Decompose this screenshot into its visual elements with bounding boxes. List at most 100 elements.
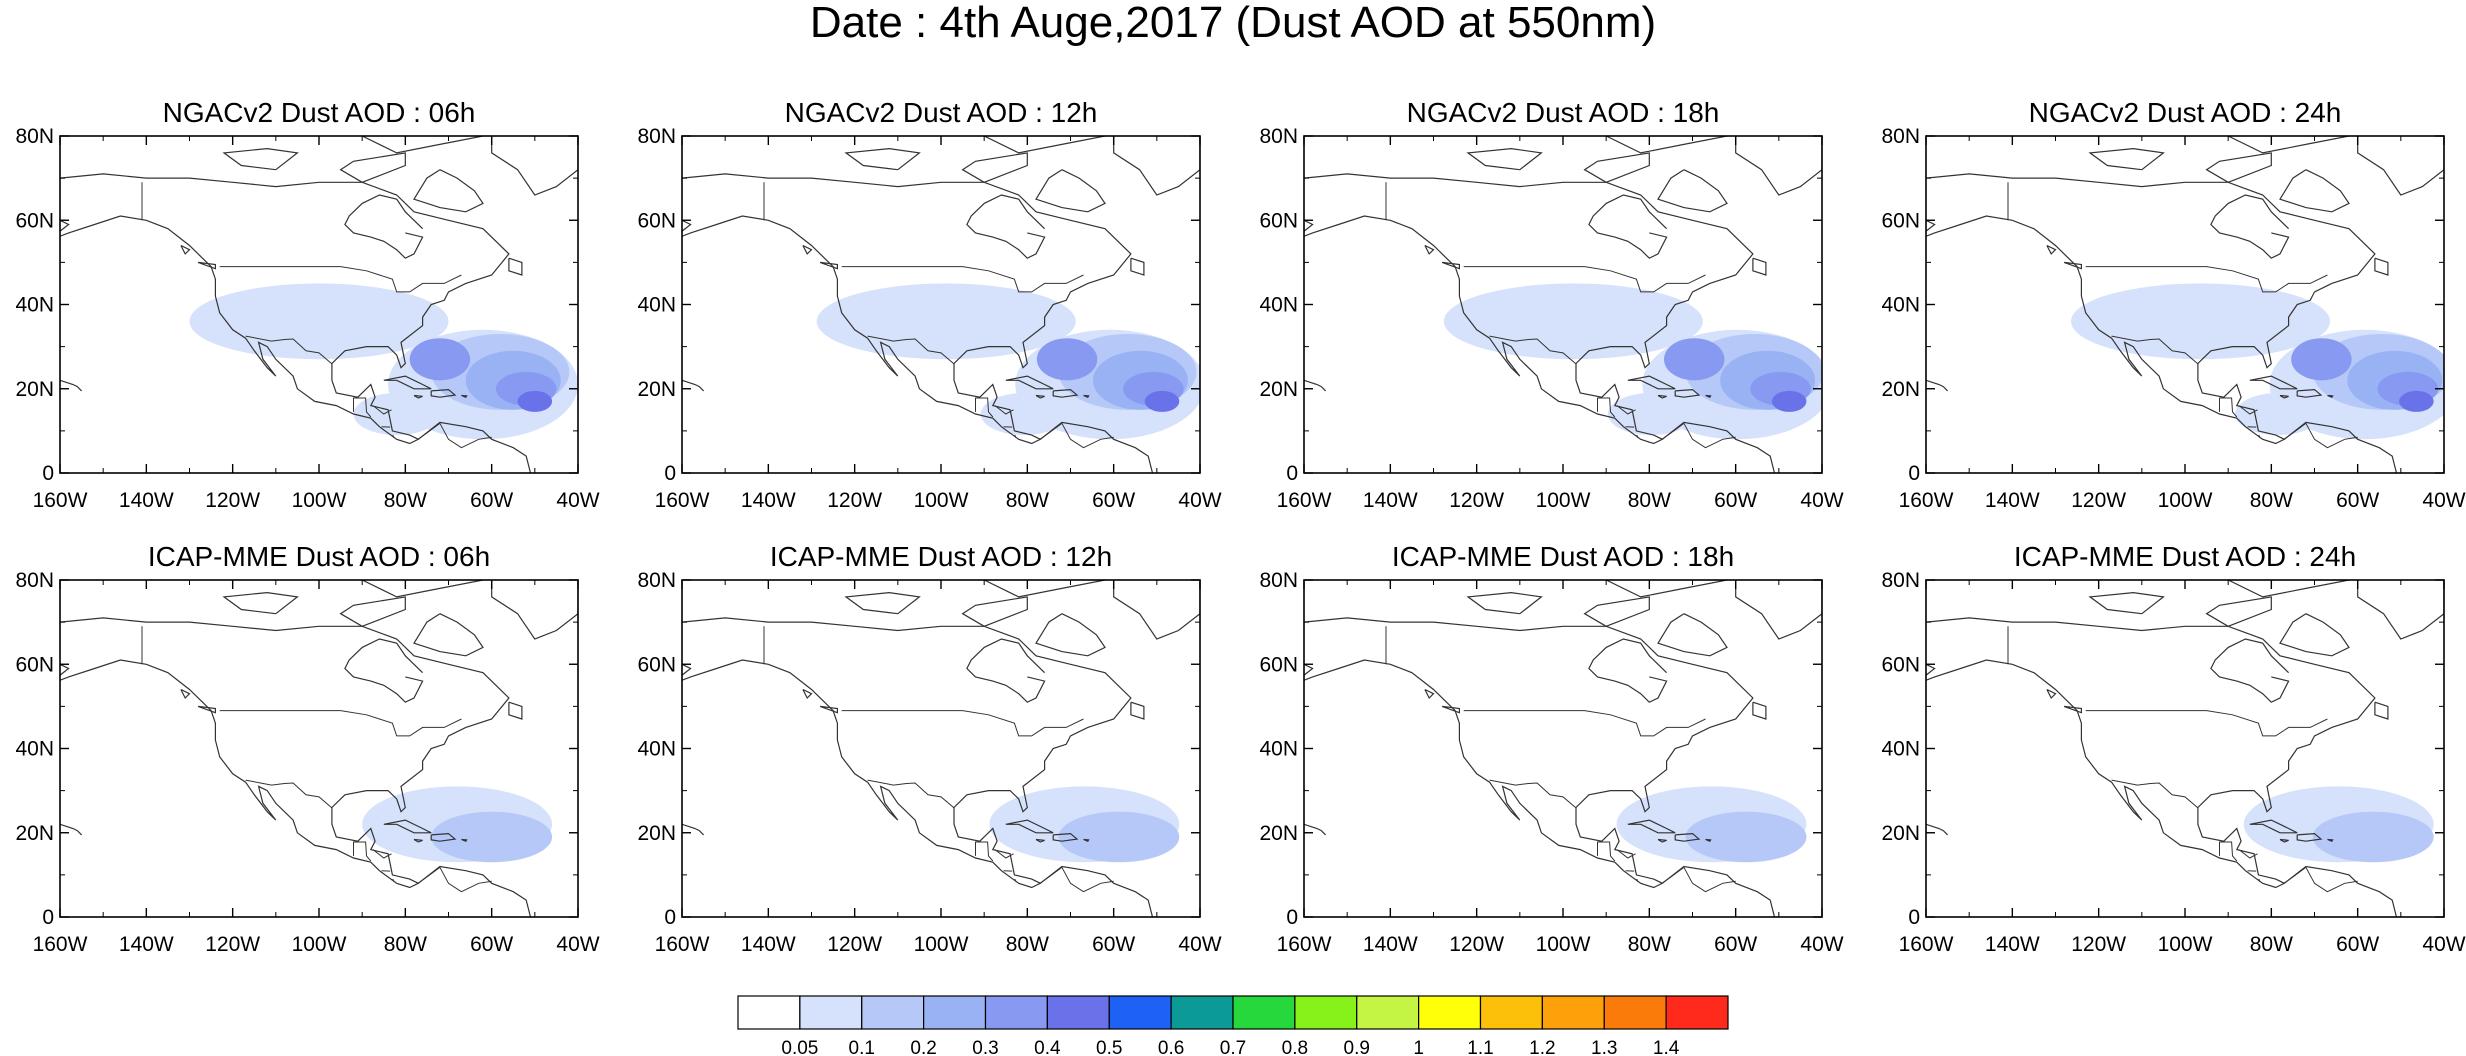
lat-tick-label: 60N	[1881, 653, 1920, 676]
coastline	[844, 591, 921, 615]
coastline	[1035, 613, 1106, 657]
lon-tick-label: 40W	[1178, 933, 1221, 956]
country-border	[417, 866, 441, 885]
coastline	[508, 257, 523, 276]
coastline	[1005, 819, 1054, 834]
coastline	[1752, 257, 1767, 276]
dust-aod-contour	[980, 392, 1068, 436]
lon-tick-label: 120W	[2071, 933, 2126, 956]
lon-tick-label: 140W	[1985, 489, 2040, 512]
lon-tick-label: 160W	[655, 489, 710, 512]
map-plot-area	[60, 136, 578, 473]
country-border	[975, 841, 994, 862]
lat-tick-label: 40N	[15, 738, 54, 761]
country-border	[1061, 423, 1114, 449]
lat-tick-label: 60N	[15, 653, 54, 676]
lat-tick-label: 60N	[637, 653, 676, 676]
coastline	[1926, 379, 1949, 392]
colorbar-swatch	[861, 995, 925, 1030]
coastline	[413, 613, 484, 657]
coastline	[1583, 596, 1650, 627]
colorbar-swatch	[1232, 995, 1296, 1030]
country-border	[1636, 434, 1639, 439]
coastline	[361, 580, 484, 598]
lon-tick-label: 40W	[1178, 489, 1221, 512]
coastline	[222, 147, 299, 171]
lon-tick-label: 100W	[292, 933, 347, 956]
coastline	[2374, 701, 2389, 720]
lat-tick-label: 40N	[1259, 294, 1298, 317]
country-border	[1616, 849, 1636, 859]
lat-tick-label: 20N	[1881, 822, 1920, 845]
lon-tick-label: 120W	[2071, 489, 2126, 512]
dust-aod-contour	[517, 390, 553, 412]
coastline	[682, 379, 705, 392]
lat-tick-label: 20N	[1881, 378, 1920, 401]
coastline	[682, 823, 705, 836]
lat-tick-label: 0	[664, 906, 676, 929]
lon-tick-label: 80W	[1628, 933, 1671, 956]
panel-title: NGACv2 Dust AOD : 24h	[2029, 97, 2342, 128]
colorbar-label: 0.3	[972, 1038, 998, 1056]
lat-tick-label: 80N	[1881, 569, 1920, 592]
coastline	[1926, 617, 2376, 889]
country-border	[1489, 335, 1577, 365]
map-panel: 160W 140W 120W 100W 80W 60W 40W 0 20N 40N 60N 80N NG…	[1259, 97, 1843, 512]
lon-tick-label: 60W	[470, 933, 513, 956]
coastline	[1735, 580, 1822, 640]
coastline	[2283, 865, 2398, 917]
country-border	[1014, 878, 1017, 883]
colorbar-swatch	[1356, 995, 1420, 1030]
coastline	[1130, 257, 1145, 276]
colorbar-swatch	[923, 995, 987, 1030]
dust-aod-contour	[1771, 390, 1807, 412]
coastline	[2327, 394, 2334, 398]
lon-tick-label: 100W	[2158, 933, 2213, 956]
lon-tick-label: 40W	[1800, 489, 1843, 512]
coastline	[2046, 244, 2057, 255]
lon-tick-label: 40W	[556, 489, 599, 512]
coastline	[1752, 701, 1767, 720]
lon-tick-label: 140W	[1985, 933, 2040, 956]
dust-aod-contour	[2399, 390, 2434, 412]
colorbar-label: 0.4	[1034, 1038, 1061, 1056]
coastline	[2088, 147, 2165, 171]
coastline	[802, 244, 813, 255]
coastline	[491, 136, 578, 196]
lon-tick-label: 80W	[384, 489, 427, 512]
dust-aod-contour	[1664, 338, 1725, 381]
coastline	[1657, 613, 1728, 657]
lat-tick-label: 20N	[15, 822, 54, 845]
coastline	[1657, 169, 1728, 213]
coastline	[2279, 613, 2350, 657]
country-border	[867, 779, 955, 809]
lon-tick-label: 60W	[2336, 933, 2379, 956]
country-border	[2111, 779, 2199, 809]
coastline	[1304, 617, 1754, 889]
coastline	[1705, 838, 1712, 842]
lat-tick-label: 60N	[637, 209, 676, 232]
main-title: Date : 4th Auge,2017 (Dust AOD at 550nm)	[809, 0, 1657, 47]
coastline	[1113, 580, 1200, 640]
coastline	[2374, 257, 2389, 276]
coastline	[1083, 838, 1090, 842]
lon-tick-label: 60W	[1092, 933, 1135, 956]
coastline	[197, 705, 216, 714]
coastline	[2227, 580, 2350, 598]
country-border	[1463, 710, 1706, 737]
coastline	[2296, 388, 2323, 398]
lon-tick-label: 140W	[741, 489, 796, 512]
lat-tick-label: 40N	[1881, 738, 1920, 761]
colorbar-label: 1.2	[1529, 1038, 1555, 1056]
colorbar-label: 1.1	[1467, 1038, 1493, 1056]
country-border	[2219, 841, 2238, 862]
country-border	[2258, 434, 2261, 439]
lon-tick-label: 140W	[1363, 489, 1418, 512]
coastline	[1005, 375, 1054, 390]
coastline	[2296, 832, 2323, 842]
map-plot-area	[682, 136, 1200, 473]
coastline	[2063, 261, 2082, 270]
colorbar-swatch	[1603, 995, 1667, 1030]
coastline	[1583, 152, 1650, 183]
coastline	[491, 580, 578, 640]
